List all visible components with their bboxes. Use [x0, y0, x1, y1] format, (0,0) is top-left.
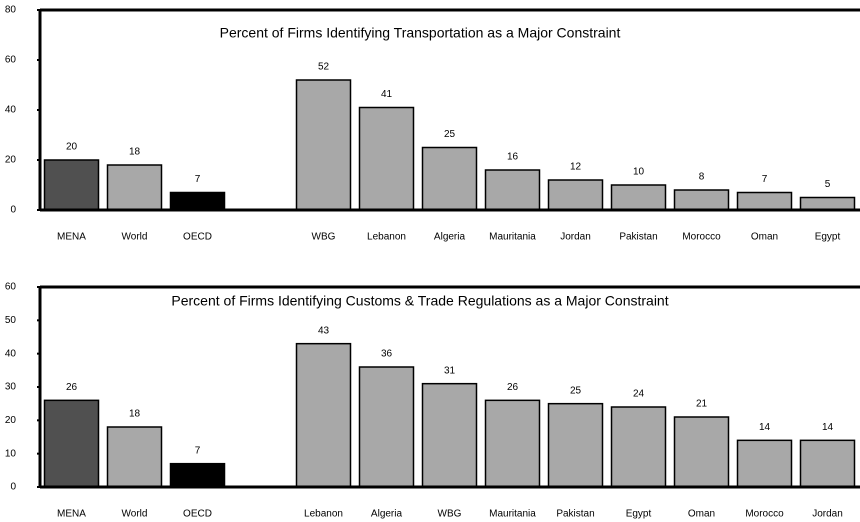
value-label: 7 — [762, 174, 768, 185]
y-tick-label: 20 — [5, 415, 17, 426]
value-label: 25 — [444, 129, 456, 140]
x-tick-label: Jordan — [560, 232, 591, 243]
x-tick-label: Oman — [751, 232, 778, 243]
x-tick-label: OECD — [183, 232, 212, 243]
bar — [736, 191, 793, 211]
y-tick-label: 10 — [5, 448, 17, 459]
value-label: 52 — [318, 62, 330, 73]
value-label: 25 — [570, 385, 582, 396]
bar — [799, 439, 856, 488]
x-tick-label: Morocco — [745, 509, 784, 520]
bar — [358, 106, 415, 211]
bar — [610, 406, 667, 488]
value-label: 21 — [696, 399, 708, 410]
bar — [106, 426, 163, 488]
chart-title: Percent of Firms Identifying Transportat… — [220, 25, 621, 41]
x-tick-label: Mauritania — [489, 509, 536, 520]
y-tick-label: 60 — [5, 55, 17, 66]
bar — [736, 439, 793, 488]
bar — [484, 399, 541, 488]
value-label: 20 — [66, 142, 78, 153]
bar — [673, 189, 730, 211]
x-tick-label: World — [122, 232, 148, 243]
value-label: 31 — [444, 365, 456, 376]
value-label: 18 — [129, 409, 141, 420]
x-tick-label: Lebanon — [304, 509, 343, 520]
x-tick-label: Mauritania — [489, 232, 536, 243]
chart-title: Percent of Firms Identifying Customs & T… — [171, 293, 668, 309]
value-label: 36 — [381, 349, 393, 360]
y-tick-label: 20 — [5, 155, 17, 166]
bar — [169, 462, 226, 488]
value-label: 10 — [633, 167, 645, 178]
y-tick-label: 0 — [10, 205, 16, 216]
x-tick-label: Oman — [688, 509, 715, 520]
x-tick-label: Egypt — [626, 509, 652, 520]
value-label: 12 — [570, 162, 582, 173]
value-label: 7 — [195, 445, 201, 456]
x-tick-label: Pakistan — [619, 232, 657, 243]
bar — [106, 164, 163, 211]
bar — [358, 366, 415, 488]
x-tick-label: Lebanon — [367, 232, 406, 243]
y-tick-label: 60 — [5, 282, 17, 293]
bar — [421, 382, 478, 488]
value-label: 8 — [699, 172, 705, 183]
bar — [673, 416, 730, 488]
value-label: 41 — [381, 89, 393, 100]
x-tick-label: Egypt — [815, 232, 841, 243]
bar — [169, 191, 226, 211]
x-tick-label: Pakistan — [556, 509, 594, 520]
x-tick-label: Morocco — [682, 232, 721, 243]
y-tick-label: 40 — [5, 105, 17, 116]
bar — [295, 342, 352, 488]
y-tick-label: 40 — [5, 348, 17, 359]
bar — [421, 146, 478, 211]
value-label: 26 — [66, 382, 78, 393]
y-tick-label: 0 — [10, 482, 16, 493]
value-label: 43 — [318, 325, 330, 336]
bar — [484, 169, 541, 211]
bar — [610, 184, 667, 211]
y-tick-label: 80 — [5, 5, 17, 16]
x-tick-label: WBG — [312, 232, 336, 243]
bar — [799, 196, 856, 211]
value-label: 14 — [822, 422, 834, 433]
bar — [43, 399, 100, 488]
value-label: 5 — [825, 179, 831, 190]
value-label: 14 — [759, 422, 771, 433]
value-label: 18 — [129, 147, 141, 158]
y-tick-label: 50 — [5, 315, 17, 326]
x-tick-label: Algeria — [371, 509, 403, 520]
x-tick-label: Jordan — [812, 509, 843, 520]
bar — [295, 79, 352, 211]
value-label: 24 — [633, 389, 645, 400]
x-tick-label: MENA — [57, 509, 86, 520]
x-tick-label: WBG — [438, 509, 462, 520]
value-label: 16 — [507, 152, 519, 163]
bar — [547, 179, 604, 211]
y-tick-label: 30 — [5, 382, 17, 393]
x-tick-label: OECD — [183, 509, 212, 520]
value-label: 26 — [507, 382, 519, 393]
x-tick-label: World — [122, 509, 148, 520]
value-label: 7 — [195, 174, 201, 185]
bar — [547, 402, 604, 488]
x-tick-label: Algeria — [434, 232, 466, 243]
x-tick-label: MENA — [57, 232, 86, 243]
bar — [43, 159, 100, 211]
